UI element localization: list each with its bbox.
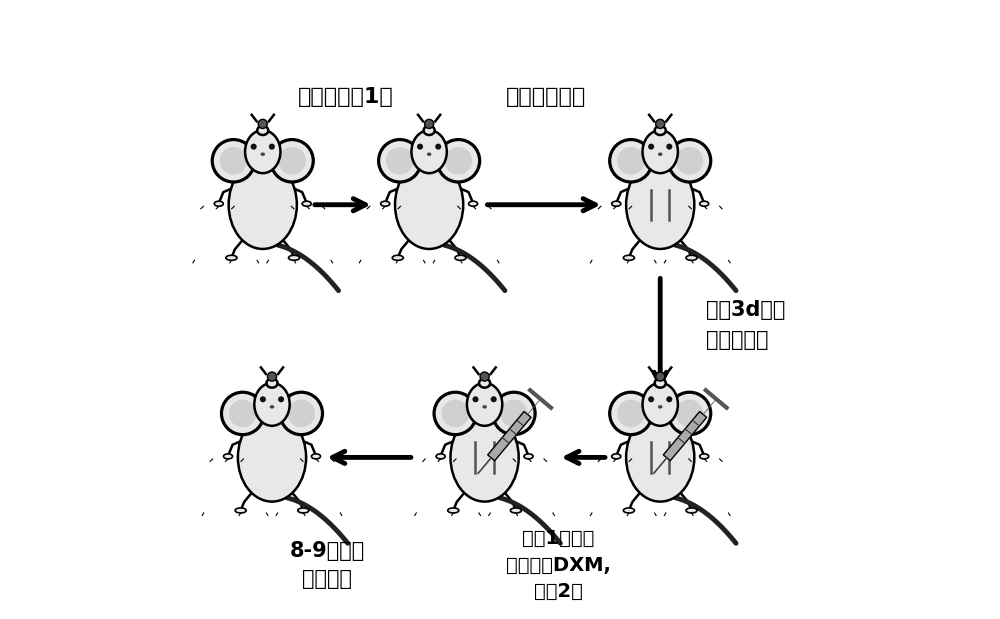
Ellipse shape [411,130,447,173]
Ellipse shape [434,392,477,435]
Polygon shape [663,412,707,461]
Ellipse shape [436,454,445,459]
Ellipse shape [395,160,463,249]
Ellipse shape [379,139,421,182]
Ellipse shape [266,379,278,387]
Text: 连续3d肌肉
注射青霉素: 连续3d肌肉 注射青霉素 [706,300,786,350]
Ellipse shape [480,372,489,381]
Ellipse shape [238,413,306,501]
Ellipse shape [386,147,414,175]
Ellipse shape [254,383,290,426]
Ellipse shape [260,152,265,156]
Ellipse shape [493,392,535,435]
Ellipse shape [392,255,403,261]
Ellipse shape [668,139,711,182]
Ellipse shape [229,160,297,249]
Ellipse shape [510,508,521,513]
Ellipse shape [610,139,652,182]
Text: 双侧卵巢切除: 双侧卵巢切除 [506,87,586,107]
Ellipse shape [676,400,703,427]
Ellipse shape [655,126,666,135]
Ellipse shape [524,454,533,459]
Ellipse shape [617,400,645,427]
Ellipse shape [298,508,309,513]
Ellipse shape [223,454,233,459]
Ellipse shape [479,379,490,387]
Ellipse shape [472,396,479,402]
Ellipse shape [251,144,257,150]
Ellipse shape [676,147,703,175]
Ellipse shape [491,396,497,402]
Ellipse shape [668,392,711,435]
Ellipse shape [226,255,237,261]
Ellipse shape [437,139,480,182]
Ellipse shape [612,201,621,206]
Ellipse shape [427,152,431,156]
Ellipse shape [617,147,645,175]
Ellipse shape [469,201,478,206]
Ellipse shape [666,144,672,150]
Ellipse shape [441,400,469,427]
Ellipse shape [626,160,694,249]
Ellipse shape [245,130,280,173]
Polygon shape [488,412,531,461]
Ellipse shape [229,400,256,427]
Ellipse shape [610,392,652,435]
Ellipse shape [623,255,634,261]
Ellipse shape [467,383,502,426]
Ellipse shape [666,396,672,402]
Ellipse shape [212,139,255,182]
Ellipse shape [267,372,277,381]
Ellipse shape [643,383,678,426]
Ellipse shape [658,405,662,409]
Ellipse shape [271,139,313,182]
Ellipse shape [278,147,306,175]
Text: 适应性饲养1周: 适应性饲养1周 [298,87,394,107]
Ellipse shape [448,508,459,513]
Ellipse shape [626,413,694,501]
Ellipse shape [381,201,390,206]
Ellipse shape [257,126,268,135]
Ellipse shape [648,396,654,402]
Ellipse shape [425,119,434,128]
Ellipse shape [302,201,311,206]
Ellipse shape [643,130,678,173]
Ellipse shape [258,119,267,128]
Ellipse shape [656,372,665,381]
Ellipse shape [500,400,528,427]
Ellipse shape [278,396,284,402]
Ellipse shape [288,400,315,427]
Text: 8-9周后，
模型检测: 8-9周后， 模型检测 [290,541,365,589]
Ellipse shape [417,144,423,150]
Ellipse shape [655,379,666,387]
Ellipse shape [455,255,466,261]
Ellipse shape [269,144,275,150]
Ellipse shape [700,201,709,206]
Ellipse shape [700,454,709,459]
Ellipse shape [289,255,300,261]
Ellipse shape [612,454,621,459]
Ellipse shape [686,255,697,261]
Ellipse shape [435,144,441,150]
Ellipse shape [482,405,487,409]
Ellipse shape [221,392,264,435]
Ellipse shape [445,147,472,175]
Ellipse shape [235,508,246,513]
Ellipse shape [686,508,697,513]
Ellipse shape [450,413,519,501]
Ellipse shape [311,454,321,459]
Ellipse shape [220,147,247,175]
Ellipse shape [424,126,435,135]
Ellipse shape [658,152,662,156]
Ellipse shape [623,508,634,513]
Ellipse shape [280,392,323,435]
Text: 休息1周后，
腹腔注射DXM,
连续2周: 休息1周后， 腹腔注射DXM, 连续2周 [506,529,611,601]
Ellipse shape [260,396,266,402]
Ellipse shape [656,119,665,128]
Ellipse shape [648,144,654,150]
Ellipse shape [270,405,274,409]
Ellipse shape [214,201,223,206]
